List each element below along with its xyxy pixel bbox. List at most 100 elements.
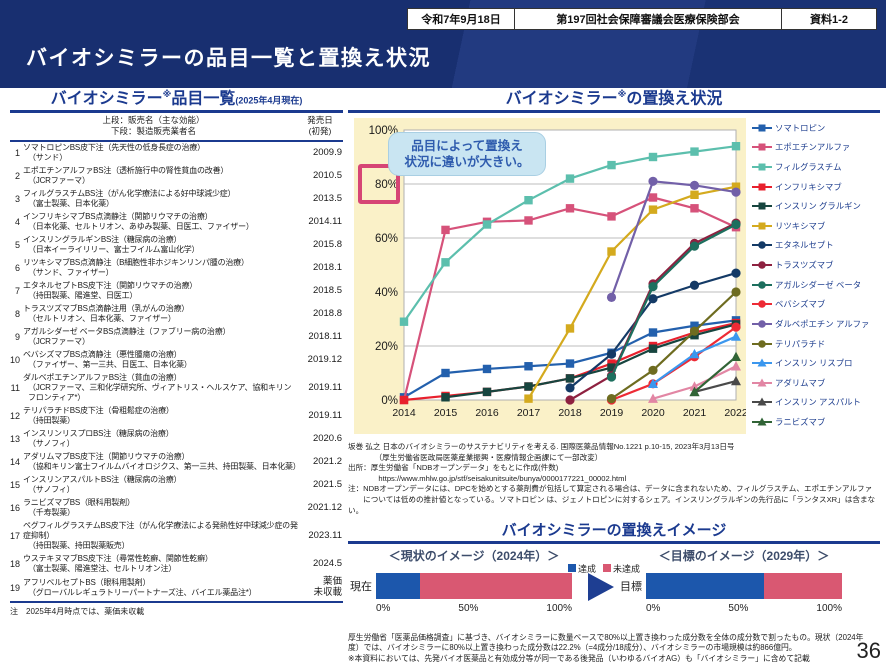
circle-marker-icon: [752, 261, 772, 269]
source-line[interactable]: https://www.mhlw.go.jp/stf/seisakunitsui…: [348, 473, 627, 483]
item-release-date: 2018.1: [312, 261, 342, 273]
item-name: エタネルセプトBS皮下注（関節リウマチの治療）: [23, 281, 198, 291]
item-maker: （JCRファーマ、三和化学研究所、ヴィアトリス・ヘルスケア、協和キリンフロンティ…: [28, 383, 292, 403]
legend-label: フィルグラスチム: [775, 161, 842, 172]
not-achieved-swatch-icon: [603, 563, 612, 572]
square-marker-icon: [752, 202, 772, 210]
legend-label: インスリン グラルギン: [775, 201, 861, 212]
arrow-right-icon: [588, 572, 614, 601]
item-list-as-of-date: (2025年4月現在): [235, 95, 303, 106]
square-marker-icon: [752, 183, 772, 191]
item-maker: （グローバルレギュラトリーパートナーズ注、バイエル薬品注*）: [28, 588, 257, 598]
item-list-title-note-mark: ※: [162, 89, 172, 99]
item-list-panel: バイオシミラー※品目一覧(2025年4月現在) 上段：販売名（主な効能） 下段：…: [10, 89, 343, 617]
item-name: ラニビズマブBS（眼科用製剤）: [23, 498, 135, 508]
item-name: トラスツズマブBS点滴静注用（乳がんの治療）: [23, 304, 190, 314]
legend-label: ソマトロピン: [775, 122, 826, 133]
table-row: 13 インスリンリスプロBS注（糖尿病の治療） （サノフィ） 2020.6: [10, 428, 343, 451]
item-name: ダルベポエチンアルファBS注（貧血の治療）: [23, 373, 182, 383]
chart-title-note-mark: ※: [617, 89, 627, 99]
axis-tick-0: 0%: [376, 602, 391, 614]
item-name: ソマトロピンBS皮下注（先天性の低身長症の治療）: [23, 143, 205, 153]
title-rule: [10, 109, 343, 113]
item-number: 15: [10, 480, 21, 491]
item-text: エポエチンアルファBS注（透析施行中の腎性貧血の改善） （JCRファーマ）: [23, 166, 298, 186]
square-marker-icon: [752, 163, 772, 171]
legend-item: ラニビズマブ: [752, 416, 880, 428]
svg-text:20%: 20%: [375, 341, 398, 353]
item-list-footnote: 注 2025年4月時点では、薬価未収載: [10, 606, 145, 616]
table-row: 15 インスリンアスパルトBS注（糖尿病の治療） （サノフィ） 2021.5: [10, 474, 343, 497]
item-number: 2: [14, 171, 20, 182]
current-image-header: ＜現状のイメージ（2024年）＞: [388, 548, 560, 563]
triangle-marker-icon: [752, 417, 772, 426]
item-release-date: 薬価 未収載: [313, 576, 342, 599]
target-bar-row: 目標: [620, 572, 842, 599]
triangle-marker-icon: [752, 378, 772, 387]
table-row: 9 アガルシダーゼ ベータBS点滴静注（ファブリー病の治療） （JCRファーマ） 20…: [10, 326, 343, 349]
item-release-date: 2018.11: [308, 330, 342, 342]
item-name: ウステキヌマブBS皮下注（尋常性乾癬、関節性乾癬）: [23, 554, 213, 564]
table-row: 12 テリパラチドBS皮下注（骨粗鬆症の治療） （持田製薬） 2019.11: [10, 405, 343, 428]
legend-label: エポエチンアルファ: [775, 142, 851, 153]
axis-tick-50: 50%: [458, 602, 479, 614]
document-number-box: 資料1-2: [781, 8, 877, 30]
item-maker: （JCRファーマ）: [28, 176, 90, 186]
item-release-date: 2019.11: [308, 381, 342, 393]
target-bar-achieved: [646, 572, 764, 599]
item-maker: （サンド）: [28, 153, 67, 163]
chart-region: 0% 20% 40% 60% 80% 100% 2014 2015 2016 2017 2018 20…: [348, 116, 880, 438]
target-bar-not-achieved: [763, 572, 842, 599]
legend-label: アダリムマブ: [775, 377, 826, 388]
item-text: アダリムマブBS皮下注（関節リウマチの治療） （協和キリン富士フイルムバイオロジク…: [23, 452, 301, 472]
item-text: ダルベポエチンアルファBS注（貧血の治療） （JCRファーマ、三和化学研究所、ヴィ…: [23, 373, 298, 403]
replacement-image-title: バイオシミラーの置換えイメージ: [501, 522, 727, 540]
current-bar-axis: 0% 50% 100%: [376, 603, 572, 614]
item-name: ベバシズマブBS点滴静注（悪性腫瘍の治療）: [23, 350, 182, 360]
legend-label: ベバシズマブ: [775, 299, 826, 310]
table-row: 7 エタネルセプトBS皮下注（関節リウマチの治療） （持田製薬、陽進堂、日医工） 20…: [10, 280, 343, 303]
axis-tick-0: 0%: [646, 602, 661, 614]
item-number: 11: [10, 383, 20, 394]
legend-item: アダリムマブ: [752, 377, 880, 389]
legend-item: ダルベポエチン アルファ: [752, 318, 880, 330]
chart-title-rule: [348, 109, 880, 113]
item-number: 4: [14, 217, 20, 228]
item-maker: （日本イーライリリー、富士フイルム富山化学）: [28, 245, 200, 255]
item-number: 16: [10, 503, 21, 514]
item-name: インスリンアスパルトBS注（糖尿病の治療）: [23, 475, 182, 485]
legend-label: アガルシダーゼ ベータ: [775, 279, 862, 290]
item-name: インスリングラルギンBS注（糖尿病の治療）: [23, 235, 182, 245]
item-text: フィルグラスチムBS注（がん化学療法による好中球減少症） （富士製薬、日本化薬）: [23, 189, 298, 209]
source-line: 注：NDBオープンデータには、DPCを始めとする薬剤費が包括して算定される場合は…: [348, 484, 873, 494]
replacement-image-bars: ＜現状のイメージ（2024年）＞ ＜目標のイメージ（2029年）＞ 達成 未達成…: [348, 547, 880, 631]
column-header-date: 発売日 (初発): [307, 114, 333, 137]
item-text: インスリンリスプロBS注（糖尿病の治療） （サノフィ）: [23, 429, 298, 449]
item-release-date: 2018.5: [312, 284, 342, 296]
svg-text:2022: 2022: [724, 407, 746, 419]
item-number: 9: [14, 332, 20, 343]
legend-item: ベバシズマブ: [752, 298, 880, 310]
page-number: 36: [856, 638, 881, 663]
triangle-marker-icon: [752, 397, 772, 406]
legend-label: ラニビズマブ: [775, 417, 826, 428]
page-title: バイオシミラーの品目一覧と置換え状況: [26, 47, 431, 70]
item-maker: （富士製薬、日本化薬）: [28, 199, 114, 209]
current-bar-achieved: [376, 572, 420, 599]
item-name: リツキシマブBS点滴静注（B細胞性非ホジキンリンパ腫の治療）: [23, 258, 249, 268]
square-marker-icon: [752, 143, 772, 151]
table-row: 19 アフリベルセプトBS（眼科用製剤） （グローバルレギュラトリーパートナーズ注、…: [10, 576, 343, 601]
svg-text:2015: 2015: [434, 407, 458, 419]
table-row: 1 ソマトロピンBS皮下注（先天性の低身長症の治療） （サンド） 2009.9: [10, 142, 343, 165]
source-notes: 坂巻 弘之 日本のバイオシミラーのサステナビリティを考える. 国際医薬品情報No…: [348, 442, 880, 516]
achieved-swatch-icon: [568, 563, 576, 572]
circle-marker-icon: [752, 241, 772, 250]
item-maker: （持田製薬）: [28, 416, 75, 426]
item-text: アガルシダーゼ ベータBS点滴静注（ファブリー病の治療） （JCRファーマ）: [23, 327, 298, 347]
item-release-date: 2023.11: [308, 529, 342, 541]
replacement-status-panel: バイオシミラー※の置換え状況 0% 20% 40% 60% 80% 100% 2014 201…: [348, 89, 880, 664]
item-name: フィルグラスチムBS注（がん化学療法による好中球減少症）: [23, 189, 236, 199]
item-number: 5: [14, 240, 20, 251]
triangle-marker-icon: [752, 358, 772, 367]
svg-text:0%: 0%: [381, 395, 398, 407]
